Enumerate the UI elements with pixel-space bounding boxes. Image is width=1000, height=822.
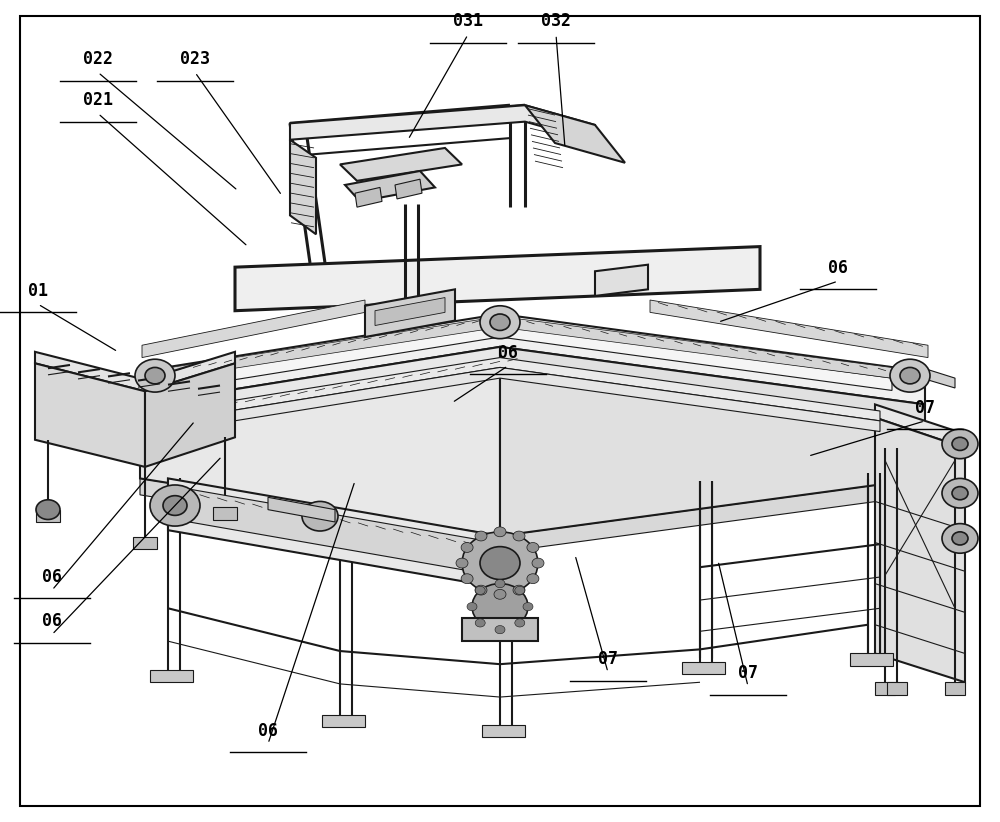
Polygon shape [500,316,910,381]
Polygon shape [850,653,893,666]
Polygon shape [462,618,538,641]
Polygon shape [322,715,365,727]
Text: 031: 031 [453,12,483,30]
Circle shape [942,524,978,553]
Circle shape [513,585,525,595]
Polygon shape [595,265,648,296]
Circle shape [467,603,477,611]
Circle shape [462,532,538,594]
Polygon shape [365,289,455,337]
Polygon shape [168,325,892,390]
Polygon shape [268,497,335,522]
Circle shape [135,359,175,392]
Text: 032: 032 [541,12,571,30]
Circle shape [480,547,520,580]
Polygon shape [290,140,316,234]
Circle shape [475,586,485,594]
Circle shape [890,359,930,392]
Circle shape [472,584,528,630]
Circle shape [490,314,510,330]
Polygon shape [35,352,235,391]
Polygon shape [482,725,525,737]
Circle shape [145,367,165,384]
Polygon shape [168,478,500,588]
Circle shape [495,580,505,588]
Polygon shape [875,418,965,682]
Circle shape [515,619,525,627]
Text: 022: 022 [83,50,113,68]
Text: 06: 06 [498,344,518,362]
Polygon shape [213,507,237,520]
Polygon shape [145,363,235,467]
Circle shape [461,543,473,552]
Circle shape [150,485,200,526]
Circle shape [456,558,468,568]
Polygon shape [945,682,965,695]
Text: 021: 021 [83,91,113,109]
Text: 06: 06 [828,259,848,277]
Circle shape [461,574,473,584]
Polygon shape [340,148,462,181]
Text: 023: 023 [180,50,210,68]
Polygon shape [35,363,145,467]
Polygon shape [235,247,760,311]
Text: 07: 07 [915,399,935,417]
Polygon shape [395,179,422,199]
Polygon shape [887,682,907,695]
Circle shape [527,574,539,584]
Circle shape [942,478,978,508]
Polygon shape [875,404,965,448]
Polygon shape [375,298,445,326]
Circle shape [36,500,60,520]
Circle shape [532,558,544,568]
Polygon shape [142,300,365,358]
Polygon shape [650,300,928,358]
Circle shape [515,586,525,594]
Circle shape [475,531,487,541]
Circle shape [942,429,978,459]
Text: 01: 01 [28,282,48,300]
Polygon shape [525,105,625,163]
Circle shape [475,585,487,595]
Circle shape [952,487,968,500]
Circle shape [900,367,920,384]
Circle shape [523,603,533,611]
Polygon shape [908,363,955,388]
Circle shape [494,527,506,537]
Polygon shape [355,187,382,207]
Circle shape [527,543,539,552]
Polygon shape [140,478,925,552]
Polygon shape [168,358,880,421]
Circle shape [163,496,187,515]
Circle shape [480,306,520,339]
Polygon shape [290,105,595,141]
Text: 06: 06 [42,568,62,586]
Polygon shape [682,662,725,674]
Circle shape [952,532,968,545]
Polygon shape [36,510,60,522]
Text: 07: 07 [598,650,618,668]
Polygon shape [155,316,500,381]
Text: 06: 06 [42,612,62,630]
Circle shape [513,531,525,541]
Circle shape [494,589,506,599]
Polygon shape [168,367,880,432]
Polygon shape [150,670,193,682]
Circle shape [495,626,505,634]
Polygon shape [133,537,157,549]
Circle shape [475,619,485,627]
Polygon shape [142,363,165,378]
Polygon shape [140,347,500,536]
Circle shape [952,437,968,450]
Text: 07: 07 [738,664,758,682]
Polygon shape [140,314,925,404]
Polygon shape [500,347,925,536]
Polygon shape [345,171,435,201]
Polygon shape [875,682,895,695]
Circle shape [302,501,338,531]
Polygon shape [175,487,495,575]
Text: 06: 06 [258,722,278,740]
